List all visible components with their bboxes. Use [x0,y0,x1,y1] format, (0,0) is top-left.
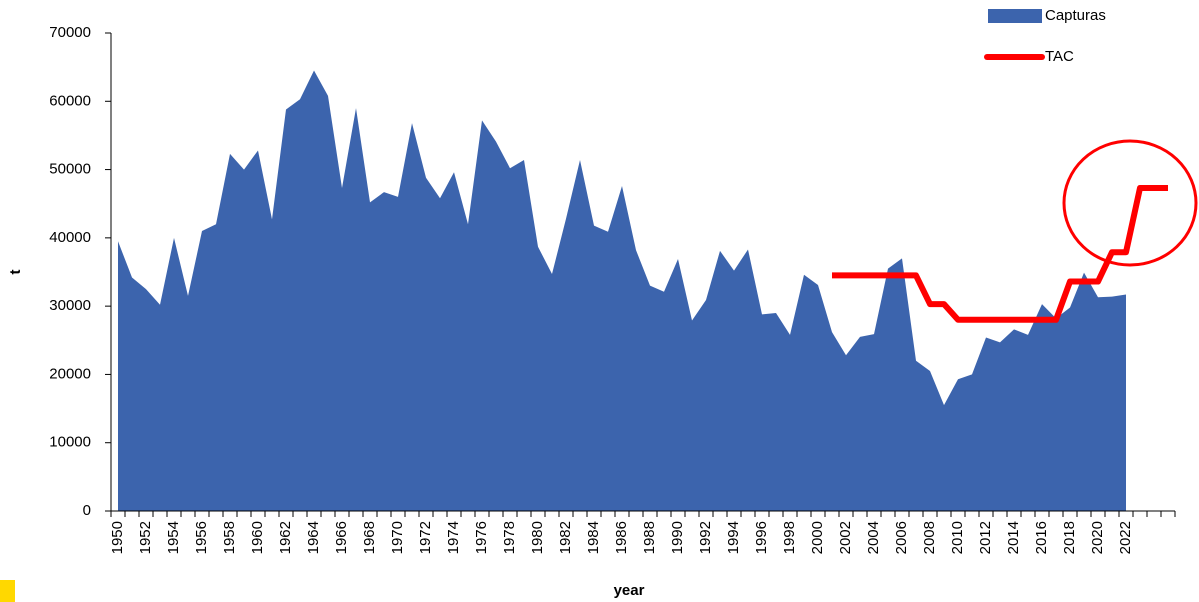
x-tick-label: 1980 [529,521,546,554]
x-tick-label: 2020 [1089,521,1106,554]
y-tick-label: 50000 [49,161,91,178]
x-tick-label: 1950 [109,521,126,554]
x-tick-label: 1976 [473,521,490,554]
x-tick-label: 1966 [333,521,350,554]
x-tick-label: 2010 [949,521,966,554]
x-tick-label: 1978 [501,521,518,554]
legend-label: TAC [1045,48,1074,65]
x-tick-label: 2002 [837,521,854,554]
x-tick-label: 2012 [977,521,994,554]
x-tick-label: 1956 [193,521,210,554]
x-tick-label: 1972 [417,521,434,554]
x-tick-label: 2004 [865,521,882,554]
x-tick-label: 2006 [893,521,910,554]
x-tick-label: 2016 [1033,521,1050,554]
y-tick-label: 0 [83,502,91,519]
x-tick-label: 1988 [641,521,658,554]
y-tick-label: 10000 [49,434,91,451]
legend-swatch [988,9,1042,23]
y-tick-label: 70000 [49,24,91,41]
x-tick-label: 1952 [137,521,154,554]
x-tick-label: 2014 [1005,521,1022,554]
legend-label: Capturas [1045,7,1106,24]
x-tick-label: 1974 [445,521,462,554]
x-axis-label: year [614,582,645,599]
area [118,70,1126,512]
x-tick-label: 1992 [697,521,714,554]
x-tick-label: 1970 [389,521,406,554]
x-tick-label: 1964 [305,521,322,554]
y-tick-label: 40000 [49,229,91,246]
x-tick-label: 1954 [165,521,182,554]
annotation-circle [1062,139,1198,267]
x-tick-label: 1962 [277,521,294,554]
x-tick-label: 2022 [1117,521,1134,554]
y-tick-label: 60000 [49,92,91,109]
x-tick-label: 2018 [1061,521,1078,554]
y-tick-label: 20000 [49,365,91,382]
x-tick-label: 1994 [725,521,742,554]
marker-square [0,580,15,602]
x-tick-label: 1960 [249,521,266,554]
x-tick-label: 1998 [781,521,798,554]
y-axis-label: t [7,270,24,275]
x-tick-label: 1996 [753,521,770,554]
y-tick-label: 30000 [49,297,91,314]
x-tick-label: 2008 [921,521,938,554]
line [832,185,1168,323]
x-tick-label: 1986 [613,521,630,554]
x-tick-label: 1958 [221,521,238,554]
x-tick-label: 1982 [557,521,574,554]
x-tick-label: 1968 [361,521,378,554]
x-tick-label: 1984 [585,521,602,554]
x-tick-label: 1990 [669,521,686,554]
x-tick-label: 2000 [809,521,826,554]
